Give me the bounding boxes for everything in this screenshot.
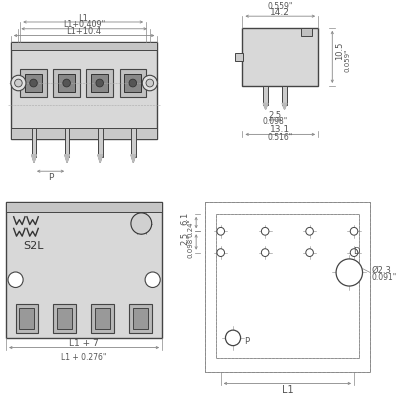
Bar bbox=[301, 28, 312, 36]
Circle shape bbox=[30, 79, 37, 87]
Circle shape bbox=[226, 330, 240, 346]
Circle shape bbox=[261, 249, 269, 257]
Polygon shape bbox=[263, 103, 268, 109]
Text: 2.5: 2.5 bbox=[180, 232, 189, 245]
Bar bbox=[58, 74, 75, 92]
Circle shape bbox=[131, 213, 152, 234]
Polygon shape bbox=[282, 103, 287, 109]
Text: P: P bbox=[244, 337, 249, 346]
Circle shape bbox=[96, 79, 104, 87]
Circle shape bbox=[261, 227, 269, 235]
Bar bbox=[282, 86, 287, 105]
Text: 0.059": 0.059" bbox=[344, 49, 350, 72]
Text: L1 + 0.276": L1 + 0.276" bbox=[62, 353, 107, 362]
Circle shape bbox=[15, 79, 22, 87]
Text: 0.098": 0.098" bbox=[188, 234, 194, 257]
Text: L1+0.409": L1+0.409" bbox=[63, 21, 105, 29]
Bar bbox=[19, 308, 34, 329]
Text: 0.559": 0.559" bbox=[268, 2, 293, 11]
Text: L1: L1 bbox=[282, 385, 293, 395]
Bar bbox=[98, 128, 102, 157]
Bar bbox=[216, 214, 359, 358]
Text: P: P bbox=[48, 173, 53, 181]
Circle shape bbox=[217, 227, 224, 235]
Circle shape bbox=[145, 272, 160, 287]
Circle shape bbox=[306, 227, 313, 235]
Text: L1+10.4: L1+10.4 bbox=[66, 27, 102, 36]
Bar bbox=[6, 202, 162, 212]
Bar bbox=[216, 214, 359, 358]
Text: L1 + 7: L1 + 7 bbox=[69, 339, 99, 348]
Bar bbox=[53, 304, 76, 333]
Text: 0.24": 0.24" bbox=[188, 218, 194, 237]
Text: 2.5: 2.5 bbox=[268, 110, 282, 120]
Bar bbox=[124, 74, 141, 92]
Text: S2L: S2L bbox=[23, 241, 44, 251]
Text: D: D bbox=[354, 247, 360, 256]
Text: 0.098": 0.098" bbox=[262, 117, 288, 126]
Bar bbox=[65, 128, 70, 157]
Circle shape bbox=[63, 79, 70, 87]
Text: Ø2.3: Ø2.3 bbox=[372, 266, 392, 275]
Bar bbox=[25, 74, 42, 92]
Bar bbox=[11, 128, 157, 139]
Text: 14.2: 14.2 bbox=[270, 8, 290, 17]
Polygon shape bbox=[32, 155, 36, 162]
Bar bbox=[131, 128, 136, 157]
Bar bbox=[91, 74, 108, 92]
Bar bbox=[129, 304, 152, 333]
Bar bbox=[16, 304, 38, 333]
Bar bbox=[235, 53, 244, 61]
Circle shape bbox=[142, 75, 157, 91]
Text: 13.1: 13.1 bbox=[270, 125, 290, 134]
Bar bbox=[11, 42, 157, 139]
Bar bbox=[263, 86, 268, 105]
Text: 0.516": 0.516" bbox=[268, 133, 293, 142]
Circle shape bbox=[306, 249, 313, 257]
Polygon shape bbox=[131, 155, 136, 162]
Circle shape bbox=[129, 79, 136, 87]
Bar bbox=[120, 69, 146, 97]
Bar bbox=[11, 42, 157, 50]
Circle shape bbox=[350, 249, 358, 257]
Bar bbox=[205, 202, 370, 372]
Text: 0.091": 0.091" bbox=[372, 273, 397, 282]
Circle shape bbox=[8, 272, 23, 287]
Bar bbox=[242, 28, 318, 86]
Circle shape bbox=[350, 227, 358, 235]
Bar bbox=[53, 69, 80, 97]
Circle shape bbox=[146, 79, 154, 87]
Bar bbox=[95, 308, 110, 329]
Bar bbox=[20, 69, 47, 97]
Circle shape bbox=[11, 75, 26, 91]
Bar bbox=[32, 128, 36, 157]
Text: 6.1: 6.1 bbox=[180, 212, 189, 225]
Polygon shape bbox=[98, 155, 102, 162]
Polygon shape bbox=[65, 155, 70, 162]
Bar bbox=[91, 304, 114, 333]
Bar bbox=[86, 69, 113, 97]
Circle shape bbox=[217, 249, 224, 257]
Text: 10.5: 10.5 bbox=[335, 42, 344, 60]
Circle shape bbox=[336, 259, 362, 286]
Bar bbox=[133, 308, 148, 329]
Bar bbox=[57, 308, 72, 329]
Bar bbox=[6, 202, 162, 338]
Bar bbox=[205, 202, 370, 372]
Text: L1: L1 bbox=[78, 13, 88, 23]
